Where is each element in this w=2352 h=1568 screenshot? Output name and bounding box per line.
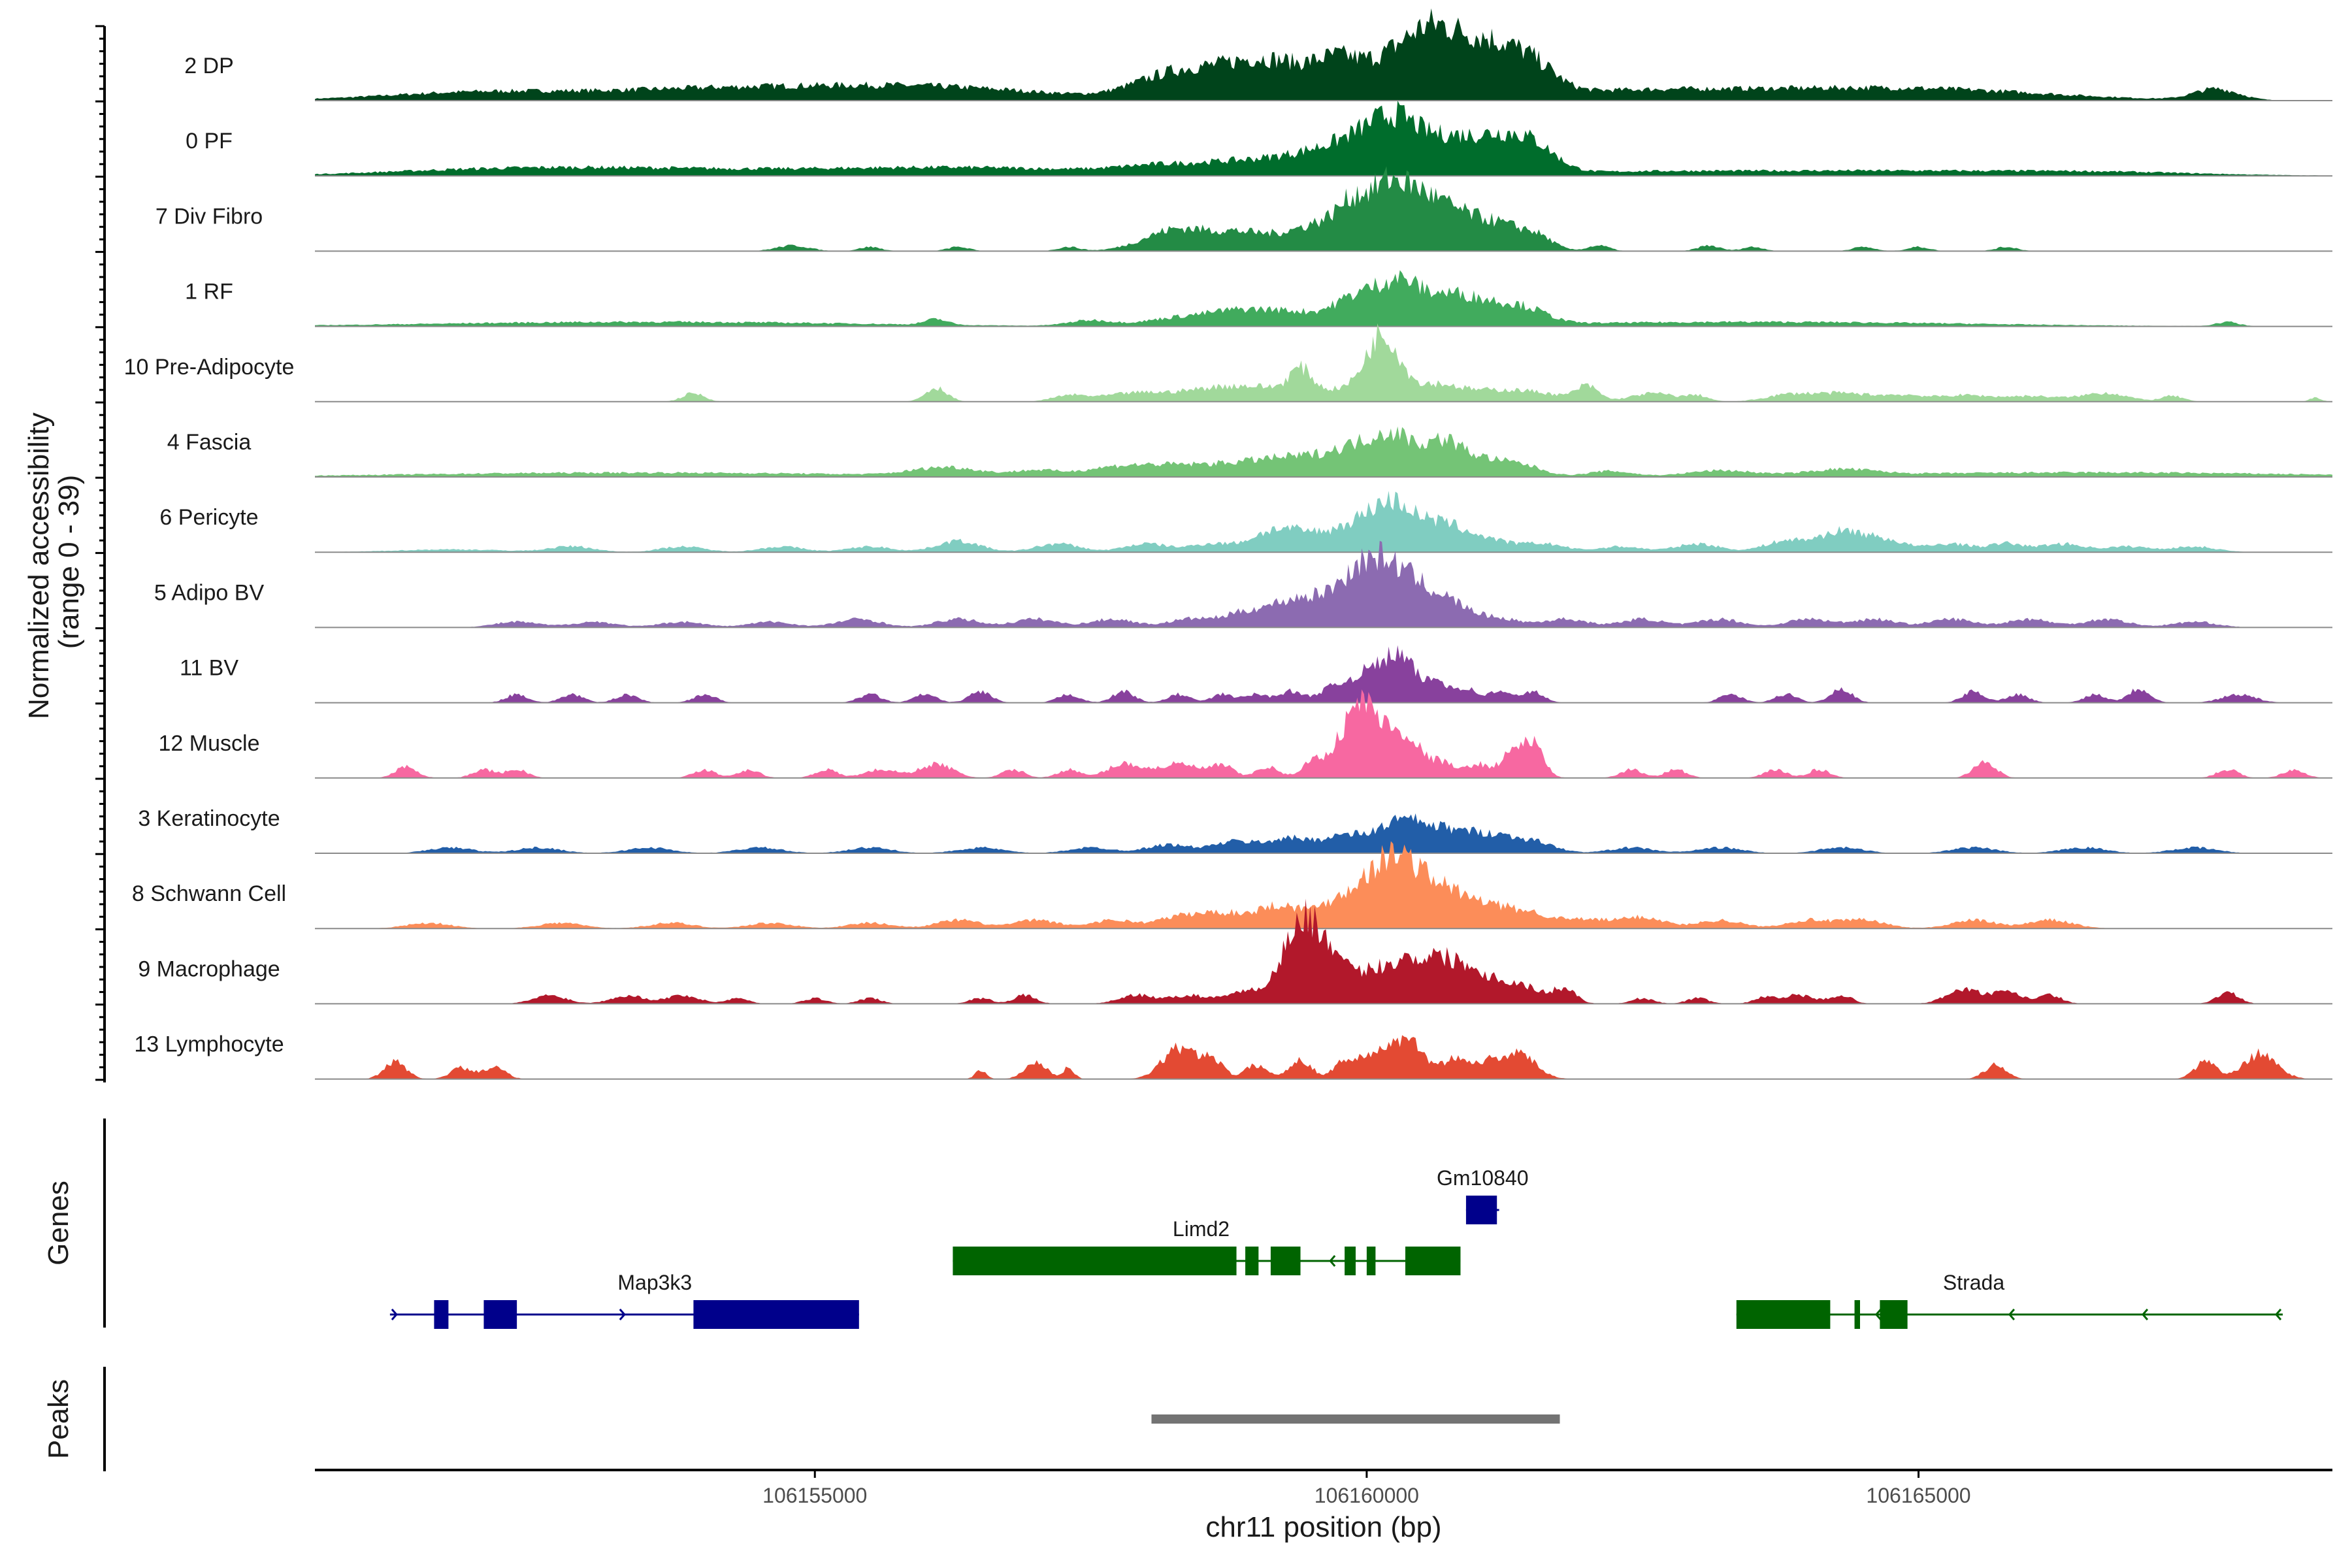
gene-map3k3: Map3k3 xyxy=(389,1271,859,1329)
track-label: 5 Adipo BV xyxy=(154,580,265,605)
track-13: 9 Macrophage xyxy=(138,898,2332,1005)
track-10: 12 Muscle xyxy=(159,689,2332,779)
track-label: 13 Lymphocyte xyxy=(134,1032,284,1057)
exon xyxy=(1245,1247,1259,1275)
strand-arrow xyxy=(2274,1309,2282,1320)
exon xyxy=(1880,1300,1908,1329)
exon xyxy=(1854,1300,1860,1329)
gene-label: Strada xyxy=(1943,1271,2004,1294)
track-9: 11 BV xyxy=(180,645,2332,704)
exon xyxy=(1345,1247,1356,1275)
peaks-row-label: Peaks xyxy=(42,1379,74,1459)
track-label: 12 Muscle xyxy=(159,731,260,756)
track-label: 4 Fascia xyxy=(167,430,252,455)
track-label: 8 Schwann Cell xyxy=(132,881,286,906)
track-5: 10 Pre-Adipocyte xyxy=(124,323,2332,402)
track-14: 13 Lymphocyte xyxy=(134,1032,2332,1080)
x-tick-label: 106165000 xyxy=(1866,1484,1970,1507)
exon xyxy=(1465,1196,1497,1224)
x-tick-label: 106160000 xyxy=(1315,1484,1419,1507)
x-axis: 106155000 106160000 106165000 chr11 positi… xyxy=(315,1469,2332,1543)
strand-arrow xyxy=(391,1309,398,1320)
x-ticks: 106155000 106160000 106165000 xyxy=(762,1470,1971,1507)
track-11: 3 Keratinocyte xyxy=(138,806,2332,854)
gene-label: Gm10840 xyxy=(1437,1166,1529,1190)
track-label: 0 PF xyxy=(186,129,233,154)
exon xyxy=(1736,1300,1831,1329)
gene-models: Map3k3 Limd2 Gm10840 Strada xyxy=(389,1166,2283,1329)
y-axis-title-line-2: (range 0 - 39) xyxy=(53,475,85,649)
track-3: 7 Div Fibro xyxy=(155,166,2332,252)
exon xyxy=(693,1300,859,1329)
coverage-area xyxy=(315,270,2332,327)
strand-arrow xyxy=(2141,1309,2149,1320)
gene-strada: Strada xyxy=(1736,1271,2283,1329)
track-label: 3 Keratinocyte xyxy=(138,806,280,831)
y-axis-title: Normalized accessibility (range 0 - 39) xyxy=(23,404,85,719)
strand-arrow xyxy=(1874,1309,1882,1320)
x-tick-label: 106155000 xyxy=(762,1484,867,1507)
exon xyxy=(953,1247,1237,1275)
track-label: 2 DP xyxy=(184,54,234,78)
coverage-area xyxy=(315,166,2332,252)
gene-limd2: Limd2 xyxy=(953,1217,1461,1275)
exon xyxy=(1270,1247,1301,1275)
peak-bars xyxy=(1151,1414,1560,1424)
coverage-area xyxy=(315,1035,2332,1079)
gene-label: Map3k3 xyxy=(617,1271,692,1294)
coverage-area xyxy=(315,898,2332,1004)
coverage-area xyxy=(315,841,2332,929)
strand-arrow xyxy=(619,1309,626,1320)
coverage-area xyxy=(315,426,2332,477)
genes-row-label: Genes xyxy=(42,1181,74,1266)
track-2: 0 PF xyxy=(186,101,2332,177)
coverage-tracks: 2 DP 0 PF 7 Div Fibro 1 RF 10 Pre-Adipocyte 4… xyxy=(124,8,2332,1080)
peak-region xyxy=(1151,1414,1560,1424)
track-label: 11 BV xyxy=(180,656,238,681)
strand-arrow xyxy=(1329,1255,1336,1267)
track-4: 1 RF xyxy=(185,270,2332,327)
peaks-panel: Peaks xyxy=(42,1367,1560,1471)
coverage-area xyxy=(315,8,2332,101)
coverage-area xyxy=(315,645,2332,703)
track-label: 9 Macrophage xyxy=(138,956,280,981)
track-label: 7 Div Fibro xyxy=(155,204,263,229)
track-label: 10 Pre-Adipocyte xyxy=(124,355,295,380)
gene-gm10840: Gm10840 xyxy=(1437,1166,1529,1224)
track-7: 6 Pericyte xyxy=(159,491,2332,553)
coverage-area xyxy=(315,813,2332,853)
coverage-area xyxy=(315,540,2332,628)
track-label: 6 Pericyte xyxy=(159,505,258,530)
strand-arrow xyxy=(2008,1309,2016,1320)
y-axis-title-line-1: Normalized accessibility xyxy=(23,412,55,719)
exon xyxy=(1366,1247,1376,1275)
gene-label: Limd2 xyxy=(1173,1217,1230,1241)
x-axis-title: chr11 position (bp) xyxy=(1205,1511,1441,1543)
exon xyxy=(483,1300,517,1329)
coverage-area xyxy=(315,323,2332,402)
genes-panel: Genes Map3k3 Limd2 Gm10840 Strada xyxy=(42,1119,2283,1329)
track-6: 4 Fascia xyxy=(167,426,2332,478)
track-12: 8 Schwann Cell xyxy=(132,841,2332,930)
accessibility-y-axis xyxy=(95,25,106,1083)
coverage-area xyxy=(315,491,2332,553)
exon xyxy=(434,1300,449,1329)
coverage-area xyxy=(315,101,2332,176)
track-label: 1 RF xyxy=(185,280,233,304)
track-8: 5 Adipo BV xyxy=(154,540,2332,629)
track-1: 2 DP xyxy=(184,8,2332,101)
exon xyxy=(1405,1247,1461,1275)
